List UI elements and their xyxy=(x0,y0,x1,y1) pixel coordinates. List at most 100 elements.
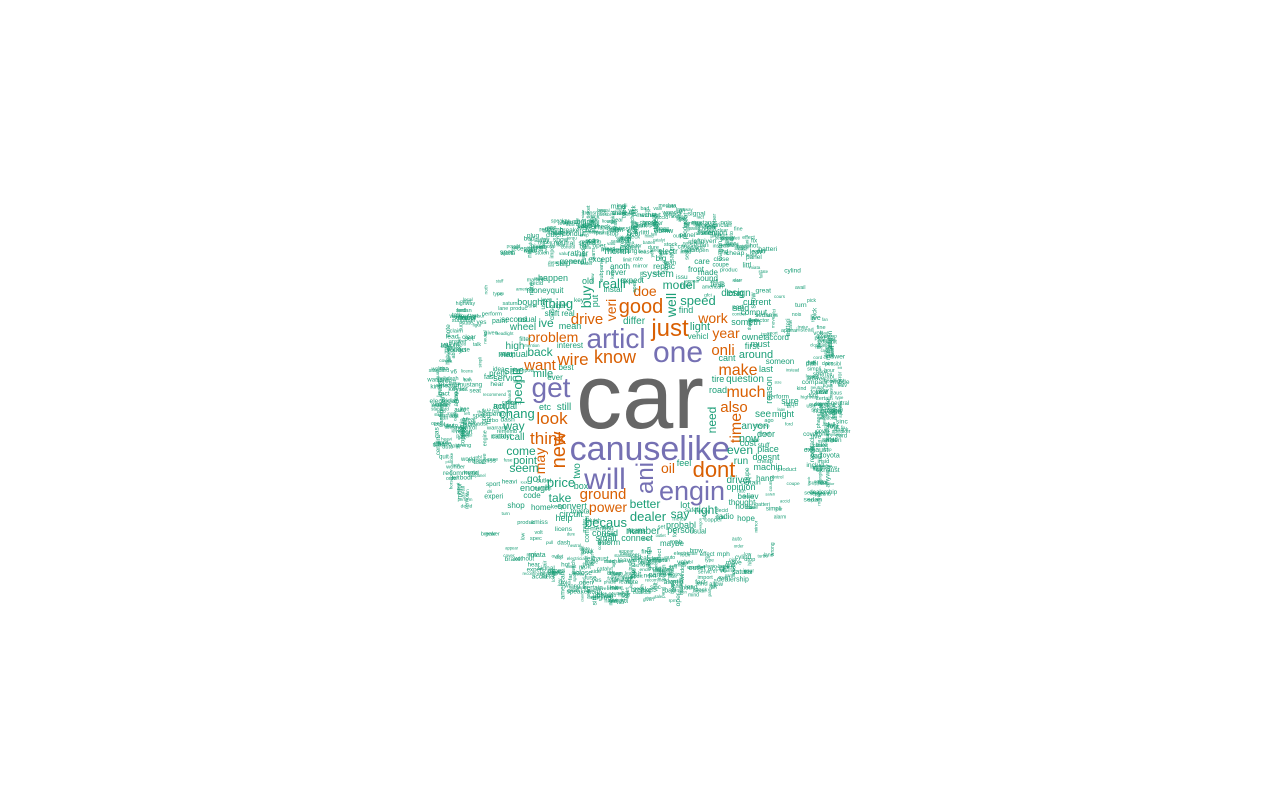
cloud-word: dri xyxy=(679,209,685,215)
cloud-word: ticket xyxy=(653,569,664,574)
cloud-word: volt xyxy=(813,330,823,337)
cloud-word: decid xyxy=(461,504,473,510)
cloud-word: mile xyxy=(533,368,553,380)
cloud-word: rate xyxy=(815,345,823,350)
cloud-word: lane xyxy=(460,407,470,413)
cloud-word: stock xyxy=(694,588,708,594)
cloud-word: away xyxy=(677,211,682,222)
cloud-word: standard xyxy=(614,553,631,558)
cloud-word: end xyxy=(512,245,520,250)
cloud-word: lease xyxy=(610,585,623,591)
cloud-word: thank xyxy=(747,319,752,331)
cloud-word: hour xyxy=(824,368,835,374)
cloud-word: experi xyxy=(527,566,544,573)
cloud-word: bike xyxy=(633,221,639,232)
cloud-word: lot xyxy=(680,500,690,510)
cloud-word: auto xyxy=(440,343,451,349)
cloud-word: horsepow xyxy=(813,408,843,415)
cloud-word: hear xyxy=(670,584,676,594)
cloud-word: support xyxy=(625,574,643,580)
cloud-word: fix xyxy=(751,237,758,244)
cloud-word: cop xyxy=(588,238,599,245)
cloud-word: thought xyxy=(729,498,756,507)
cloud-word: also xyxy=(720,399,748,416)
cloud-word: dealership xyxy=(809,490,837,496)
cloud-word: saturn xyxy=(503,301,518,307)
cloud-word: decid xyxy=(742,494,754,500)
cloud-word: end xyxy=(640,567,648,573)
cloud-word: saturn xyxy=(668,244,675,262)
cloud-word: alarm xyxy=(591,248,597,261)
cloud-word: stuff xyxy=(693,221,702,226)
cloud-word: gfci xyxy=(830,438,837,443)
cloud-word: high xyxy=(506,341,525,352)
cloud-word: van xyxy=(591,223,599,229)
cloud-word: low xyxy=(521,532,527,540)
cloud-word: alarm xyxy=(774,515,787,521)
cloud-word: truck xyxy=(628,560,633,571)
cloud-word: switch xyxy=(689,226,705,232)
cloud-word: ago xyxy=(437,409,446,415)
cloud-word: part xyxy=(707,588,712,597)
cloud-word: catalyt xyxy=(813,443,829,449)
cloud-word: noth xyxy=(640,584,645,593)
cloud-word: hour xyxy=(618,591,630,598)
cloud-word: decid xyxy=(529,281,543,287)
cloud-word: kind xyxy=(696,581,707,588)
cloud-word: noth xyxy=(682,584,695,591)
cloud-word: avail xyxy=(617,237,630,244)
cloud-word: ago xyxy=(764,418,773,424)
cloud-word: loan xyxy=(543,228,552,234)
cloud-word: engine xyxy=(591,595,611,602)
cloud-word: sens xyxy=(564,219,573,224)
cloud-word: traffic xyxy=(486,408,493,425)
cloud-word: cost xyxy=(740,438,757,448)
cloud-word: lane xyxy=(663,228,672,233)
cloud-word: oil xyxy=(661,460,675,476)
cloud-word: drive xyxy=(571,311,604,328)
cloud-word: lease xyxy=(598,541,610,547)
cloud-word: love xyxy=(746,505,755,511)
cloud-word: sinc xyxy=(650,585,661,591)
cloud-word: open xyxy=(696,248,709,254)
cloud-word: usa xyxy=(473,459,484,466)
cloud-word: place xyxy=(757,444,779,454)
cloud-word: ford xyxy=(808,393,817,399)
cloud-word: report xyxy=(456,482,461,495)
cloud-word: believ xyxy=(738,492,759,501)
cloud-word: motor xyxy=(463,423,478,429)
cloud-word: remov xyxy=(464,493,470,509)
cloud-word: breaker xyxy=(631,587,655,594)
cloud-word: world xyxy=(629,558,642,564)
cloud-word: test xyxy=(613,221,619,231)
cloud-word: big xyxy=(656,254,667,263)
cloud-word: switch xyxy=(661,565,667,581)
cloud-word: import xyxy=(820,411,835,417)
cloud-word: insid xyxy=(447,411,455,416)
cloud-word: speaker xyxy=(832,429,851,435)
cloud-word: fine xyxy=(817,325,826,331)
cloud-word: amp xyxy=(823,447,832,452)
cloud-word: sedan xyxy=(456,308,472,314)
cloud-word: anoth xyxy=(610,262,630,271)
cloud-word: allow xyxy=(724,241,736,247)
cloud-word: report xyxy=(808,498,820,503)
cloud-word: mustang xyxy=(611,248,637,255)
cloud-word: test xyxy=(470,313,479,319)
cloud-word: subpanel xyxy=(452,318,476,324)
cloud-word: move xyxy=(543,244,556,250)
cloud-word: rpm xyxy=(720,236,728,241)
cloud-word: run xyxy=(734,456,748,467)
cloud-word: time xyxy=(728,413,745,443)
cloud-word: lower xyxy=(816,401,829,407)
cloud-word: limit xyxy=(623,258,632,264)
cloud-word: check xyxy=(727,243,740,248)
cloud-word: ticket xyxy=(579,545,584,556)
cloud-word: paint xyxy=(581,218,588,232)
cloud-word: featur xyxy=(443,383,461,390)
cloud-word: cabl xyxy=(643,588,651,593)
cloud-word: level xyxy=(718,564,729,570)
cloud-word: coupe xyxy=(787,482,800,487)
cloud-word: cover xyxy=(503,553,515,558)
